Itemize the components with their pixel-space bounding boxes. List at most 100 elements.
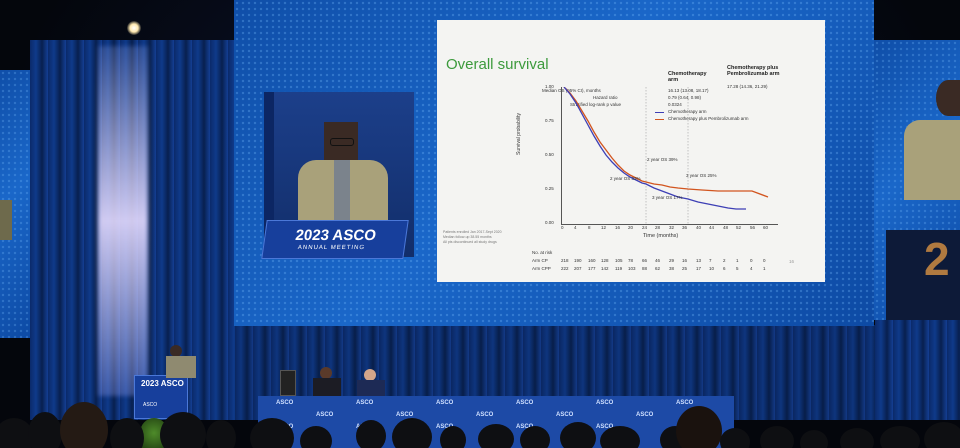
y-tick: 0.25 <box>545 186 554 191</box>
speaker-head <box>324 122 358 162</box>
risk-cell: 119 <box>615 266 623 271</box>
banner-logo: ASCO <box>676 400 694 406</box>
legend-pembro: Chemotherapy plus Pembrolizumab arm <box>668 116 749 121</box>
row-label-median: Median OS (95% CI), months <box>542 88 601 93</box>
x-tick: 60 <box>763 225 769 230</box>
median-pembro: 17.28 (14.36, 21.29) <box>727 84 768 89</box>
risk-cell: 190 <box>574 258 582 263</box>
risk-cell: 13 <box>696 258 702 263</box>
risk-label-cpp: Arm CPP <box>532 266 551 271</box>
km-plot-area: 2 year OS 39% 2 year OS 33% 3 year OS 25… <box>561 87 778 225</box>
y-tick: 0.00 <box>545 220 554 225</box>
panelist-head <box>320 367 332 379</box>
y-tick: 1.00 <box>545 84 554 89</box>
risk-cell: 25 <box>682 266 688 271</box>
risk-cell: 4 <box>750 266 753 271</box>
audience-head <box>840 428 874 448</box>
banner-logo: ASCO <box>516 424 534 430</box>
speaker-video-feed: 2023 ASCO ANNUAL MEETING <box>261 92 414 259</box>
presentation-slide: Overall survival Chemotherapy arm Chemot… <box>437 20 825 282</box>
main-projection-screen: 2023 ASCO ANNUAL MEETING Overall surviva… <box>234 0 874 326</box>
x-tick: 40 <box>696 225 702 230</box>
risk-cell: 66 <box>642 258 648 263</box>
annotation-2yr-pembro: 2 year OS 39% <box>647 157 678 162</box>
podium-logo-text: 2023 ASCO <box>294 227 378 244</box>
x-axis-label: Time (months) <box>643 233 679 239</box>
risk-cell: 62 <box>655 266 661 271</box>
audience-head <box>250 418 294 448</box>
video-podium: 2023 ASCO ANNUAL MEETING <box>261 220 409 259</box>
banner-logo: ASCO <box>596 424 614 430</box>
risk-cell: 142 <box>601 266 609 271</box>
x-tick: 52 <box>736 225 742 230</box>
risk-cell: 0 <box>763 258 766 263</box>
risk-cell: 128 <box>601 258 609 263</box>
risk-cell: 218 <box>561 258 569 263</box>
audience-head <box>800 430 828 448</box>
stage-podium-logo: 2023 ASCO <box>141 379 184 388</box>
stage-podium-asco: ASCO <box>143 402 158 408</box>
banner-logo: ASCO <box>476 412 494 418</box>
annotation-3yr-chemo: 3 year OS 17% <box>652 195 683 200</box>
x-tick: 36 <box>682 225 688 230</box>
stage-speaker-body <box>166 356 196 378</box>
x-tick: 12 <box>601 225 607 230</box>
audience-head <box>760 426 794 448</box>
panelist-head <box>364 369 376 381</box>
x-tick: 44 <box>709 225 715 230</box>
y-axis-label: Survival probability <box>516 113 522 155</box>
x-tick: 24 <box>642 225 648 230</box>
banner-logo: ASCO <box>436 400 454 406</box>
banner-logo: ASCO <box>556 412 574 418</box>
x-tick: 48 <box>723 225 729 230</box>
stage-podium: 2023 ASCO ASCO <box>134 375 188 419</box>
monitor <box>280 370 296 396</box>
audience-head <box>300 426 332 448</box>
audience-head <box>440 426 466 448</box>
banner-logo: ASCO <box>316 412 334 418</box>
x-tick: 56 <box>750 225 756 230</box>
annotation-2yr-chemo: 2 year OS 33% <box>610 176 641 181</box>
audience-head <box>110 418 144 448</box>
risk-cell: 160 <box>588 258 596 263</box>
banner-logo: ASCO <box>396 412 414 418</box>
audience-head <box>28 412 62 448</box>
panelist-body <box>313 378 341 396</box>
p-value: 0.0324 <box>668 102 682 107</box>
banner-logo: ASCO <box>596 400 614 406</box>
panelist-body <box>357 380 385 396</box>
banner-logo: ASCO <box>356 400 374 406</box>
risk-cell: 1 <box>736 258 739 263</box>
median-chemo: 16.13 (13.08, 18.17) <box>668 88 709 93</box>
audience-head <box>60 402 108 448</box>
annotation-3yr-pembro: 3 year OS 25% <box>686 173 717 178</box>
column-header-pembro: Chemotherapy plus Pembrolizumab arm <box>727 65 780 77</box>
row-label-p: Stratified log-rank p value <box>570 102 622 107</box>
risk-label-cp: Arm CP <box>532 258 548 263</box>
y-tick: 0.50 <box>545 152 554 157</box>
risk-cell: 105 <box>615 258 623 263</box>
risk-cell: 7 <box>709 258 712 263</box>
km-curve-chemo <box>563 87 746 210</box>
audience-head <box>160 412 206 448</box>
audience-head <box>720 428 750 448</box>
risk-cell: 38 <box>669 266 675 271</box>
column-header-chemo: Chemotherapy arm <box>668 71 707 83</box>
km-curve-pembro <box>563 87 769 198</box>
audience-head <box>924 422 960 448</box>
audience-head <box>600 426 640 448</box>
risk-cell: 78 <box>628 258 634 263</box>
x-tick: 0 <box>561 225 564 230</box>
row-label-hr: Hazard ratio <box>593 95 618 100</box>
risk-cell: 46 <box>655 258 661 263</box>
footnote-line-2: Median follow-up 38.55 months <box>443 235 492 239</box>
risk-cell: 1 <box>763 266 766 271</box>
risk-cell: 177 <box>588 266 596 271</box>
hr-value: 0.79 (0.64, 0.98) <box>668 95 702 100</box>
banner-logo: ASCO <box>436 424 454 430</box>
side-screen-digit: 2 <box>924 233 950 285</box>
risk-cell: 207 <box>574 266 582 271</box>
speaker-suit <box>904 120 960 200</box>
audience-head <box>676 406 722 448</box>
